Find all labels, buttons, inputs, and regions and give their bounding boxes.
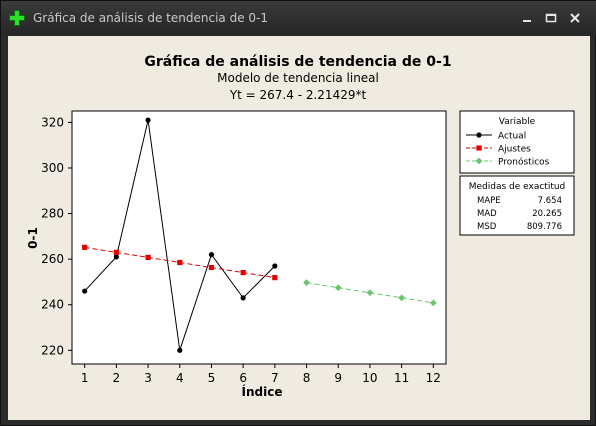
window-title: Gráfica de análisis de tendencia de 0-1: [33, 11, 268, 25]
trend-chart: Gráfica de análisis de tendencia de 0-1 …: [26, 54, 575, 399]
data-point-ajustes: [113, 249, 119, 255]
x-tick-label: 12: [426, 371, 441, 385]
x-tick-label: 10: [362, 371, 377, 385]
data-point-actual: [272, 263, 278, 269]
accuracy-measures: Medidas de exactitud MAPE 7.654 MAD 20.265 M…: [459, 175, 575, 236]
x-tick-label: 1: [81, 371, 89, 385]
y-tick-label: 240: [41, 298, 64, 312]
legend: Variable Actual Ajustes Pronósticos: [459, 110, 575, 174]
series-layer: [82, 117, 437, 353]
chart-title: Gráfica de análisis de tendencia de 0-1: [144, 54, 451, 70]
trend-equation: Yt = 267.4 - 2.21429*t: [229, 88, 367, 102]
data-point-actual: [240, 295, 246, 301]
accuracy-label: MAD: [477, 209, 497, 219]
x-axis-label: Índice: [242, 384, 283, 399]
x-tick-label: 9: [334, 371, 342, 385]
accuracy-label: MSD: [477, 222, 497, 232]
legend-label-actual: Actual: [498, 132, 526, 142]
x-tick-label: 7: [271, 371, 279, 385]
legend-marker-pron-sticos: [475, 157, 483, 165]
plot-area: [71, 110, 447, 365]
maximize-icon[interactable]: [543, 10, 559, 26]
data-point-pron-sticos: [334, 284, 342, 292]
data-point-actual: [113, 254, 119, 260]
x-tick-label: 8: [303, 371, 311, 385]
plus-icon: [9, 10, 25, 26]
data-point-ajustes: [177, 259, 183, 266]
x-tick-label: 4: [176, 371, 184, 385]
accuracy-value: 809.776: [527, 222, 562, 232]
x-tick-label: 3: [144, 371, 152, 385]
x-tick-label: 11: [394, 371, 409, 385]
legend-marker-actual: [476, 132, 482, 138]
data-point-pron-sticos: [398, 294, 406, 302]
accuracy-value: 20.265: [532, 209, 562, 219]
y-axis-label: 0-1: [26, 227, 40, 249]
data-point-pron-sticos: [366, 289, 374, 297]
data-point-actual: [177, 347, 183, 353]
x-tick-label: 6: [239, 371, 247, 385]
legend-label-pron-sticos: Pronósticos: [498, 157, 550, 168]
legend-title: Variable: [499, 117, 536, 127]
data-point-actual: [208, 251, 215, 258]
data-point-pron-sticos: [303, 279, 310, 287]
y-axis: 220 240 260 280 300 320: [41, 115, 72, 357]
y-tick-label: 280: [41, 207, 64, 221]
chart-subtitle: Modelo de tendencia lineal: [217, 71, 379, 85]
legend-marker-ajustes: [476, 145, 482, 151]
data-point-actual: [145, 117, 151, 123]
data-point-ajustes: [240, 269, 246, 276]
y-tick-label: 220: [41, 343, 64, 357]
data-point-pron-sticos: [429, 299, 437, 307]
chart-canvas: Gráfica de análisis de tendencia de 0-1 …: [8, 36, 590, 420]
accuracy-title: Medidas de exactitud: [469, 182, 566, 192]
data-point-ajustes: [145, 254, 151, 261]
x-tick-label: 5: [208, 371, 216, 385]
y-tick-label: 300: [41, 161, 64, 175]
close-icon[interactable]: [567, 10, 583, 26]
accuracy-value: 7.654: [538, 196, 562, 206]
y-tick-label: 260: [41, 252, 64, 266]
y-tick-label: 320: [41, 115, 64, 129]
data-point-ajustes: [272, 275, 278, 281]
x-axis: 1 2 3 4 5 6 7 8 9 10 11 12: [81, 364, 441, 385]
data-point-ajustes: [208, 264, 215, 271]
minimize-icon[interactable]: [519, 10, 535, 26]
accuracy-label: MAPE: [477, 196, 501, 206]
title-bar[interactable]: Gráfica de análisis de tendencia de 0-1: [1, 1, 596, 35]
data-point-ajustes: [82, 244, 88, 250]
legend-label-ajustes: Ajustes: [498, 145, 531, 155]
x-tick-label: 2: [113, 371, 121, 385]
accuracy-box: [459, 175, 575, 236]
data-point-actual: [82, 288, 88, 294]
